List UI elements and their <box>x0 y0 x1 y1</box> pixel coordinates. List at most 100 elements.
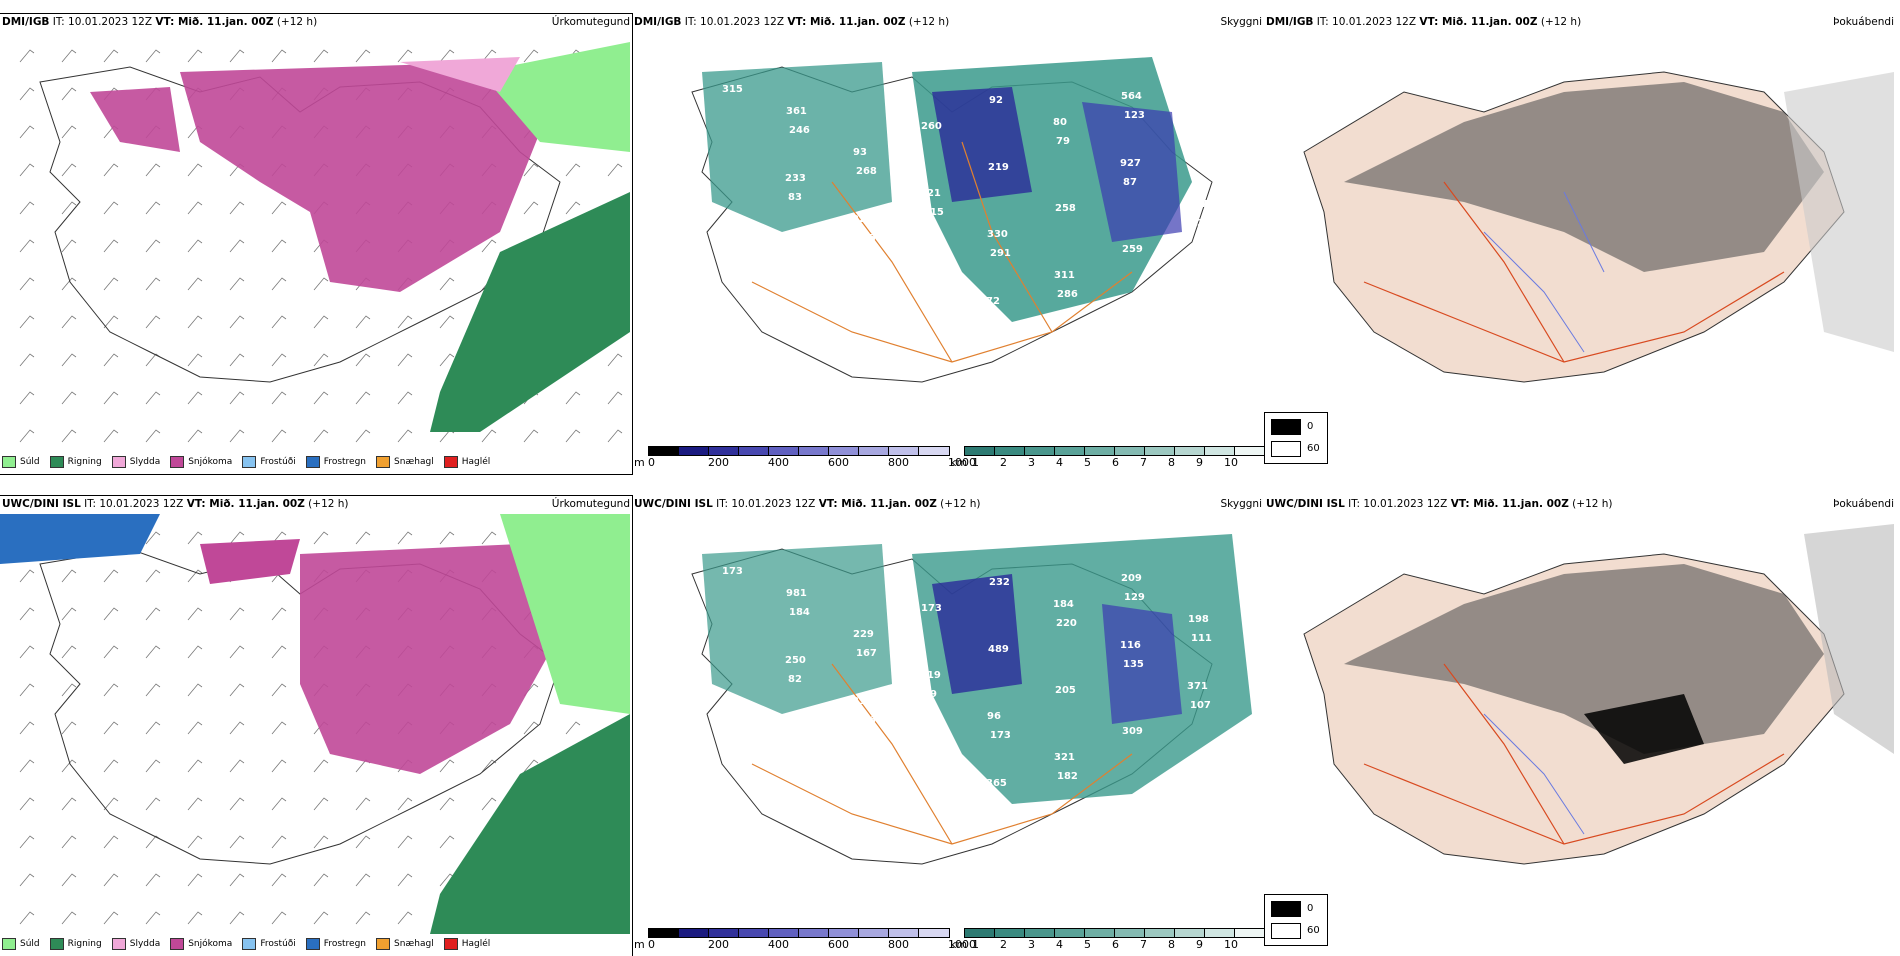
legend-label: Súld <box>20 457 40 467</box>
wind-barb <box>19 569 35 583</box>
visibility-value: 232 <box>989 577 1010 588</box>
wind-barb <box>313 797 329 811</box>
wind-barb <box>313 759 329 773</box>
colorbar-segment <box>1084 928 1116 938</box>
km-tick-label: 6 <box>1112 456 1119 469</box>
fog-low-label: 0 <box>1307 903 1314 914</box>
visibility-value: 361 <box>786 106 807 117</box>
legend-swatch <box>376 456 391 468</box>
wind-barb <box>481 531 497 545</box>
colorbar-segment <box>798 446 830 456</box>
fog-legend-row2: 0 60 <box>1264 894 1328 946</box>
wind-barb <box>19 163 35 177</box>
visibility-value: 268 <box>856 166 877 177</box>
visibility-value: 129 <box>1191 151 1212 162</box>
colorbar-segment <box>828 928 860 938</box>
fog-map <box>1303 71 1894 383</box>
wind-barb <box>19 391 35 405</box>
wind-barb <box>187 873 203 887</box>
wind-barb <box>145 429 161 443</box>
snow-area <box>90 87 180 152</box>
model-name: DMI/IGB <box>634 16 682 28</box>
rivers <box>1483 713 1585 835</box>
wind-barb <box>313 911 329 925</box>
wind-barb <box>397 49 413 63</box>
visibility-value: 330 <box>987 229 1008 240</box>
visibility-value: 239 <box>922 756 943 767</box>
wind-barb <box>355 835 371 849</box>
wind-barb <box>187 315 203 329</box>
wind-barb <box>103 277 119 291</box>
wind-barb <box>481 429 497 443</box>
visibility-value: 129 <box>1124 592 1145 603</box>
legend-item: Rigning <box>49 456 102 468</box>
wind-barb <box>19 607 35 621</box>
wind-barb <box>103 645 119 659</box>
km-tick-label: 2 <box>1000 938 1007 951</box>
wind-barb <box>271 683 287 697</box>
m-tick-label: 600 <box>828 456 849 469</box>
model-name: UWC/DINI ISL <box>2 498 81 510</box>
precip-legend-row2: Súld Rigning Slydda Snjókoma Frostúði Frostre… <box>2 938 490 950</box>
visibility-value: 107 <box>1190 700 1211 711</box>
wind-barb <box>229 239 245 253</box>
colorbar-segment <box>708 928 740 938</box>
visibility-value: 80 <box>1053 117 1067 128</box>
colorbar-segment <box>858 446 890 456</box>
wind-barb <box>271 607 287 621</box>
wind-barb <box>19 315 35 329</box>
legend-label: Snjókoma <box>188 939 233 949</box>
legend-swatch <box>242 456 257 468</box>
visibility-field <box>702 544 892 714</box>
legend-swatch <box>2 456 16 468</box>
colorbar-segment <box>858 928 890 938</box>
colorbar-segment <box>888 928 920 938</box>
visibility-value: 371 <box>1187 681 1208 692</box>
legend-swatch <box>443 456 458 468</box>
legend-swatch <box>170 456 185 468</box>
visibility-value: 927 <box>1120 158 1141 169</box>
wind-barb <box>355 531 371 545</box>
visibility-value: 315 <box>852 696 873 707</box>
fog-high-label: 60 <box>1307 443 1320 454</box>
wind-barb <box>19 353 35 367</box>
fog-dark-swatch <box>1271 419 1301 435</box>
colorbar-segment <box>768 446 800 456</box>
legend-item: Súld <box>2 456 40 468</box>
visibility-value: 108 <box>922 274 943 285</box>
visibility-value: 250 <box>785 655 806 666</box>
visibility-value: 219 <box>988 162 1009 173</box>
visibility-value: 123 <box>1190 218 1211 229</box>
wind-barb <box>19 429 35 443</box>
colorbar-segment <box>1174 928 1206 938</box>
visibility-value: 156 <box>855 715 876 726</box>
colorbar-segment <box>828 446 860 456</box>
wind-barb <box>523 163 539 177</box>
km-unit-label: km <box>950 456 968 469</box>
legend-label: Snjókoma <box>188 457 233 467</box>
wind-barb <box>145 873 161 887</box>
wind-barb <box>19 797 35 811</box>
visibility-value: 319 <box>920 670 941 681</box>
wind-barb <box>397 911 413 925</box>
snow-area <box>200 539 300 584</box>
visibility-value: 509 <box>784 722 805 733</box>
visibility-value: 259 <box>1122 244 1143 255</box>
visibility-value: 299 <box>1188 132 1209 143</box>
wind-barb <box>313 49 329 63</box>
wind-barb <box>61 49 77 63</box>
wind-barb <box>145 721 161 735</box>
km-tick-label: 8 <box>1168 456 1175 469</box>
roads <box>751 141 1133 363</box>
wind-barb <box>187 201 203 215</box>
wind-barb <box>61 239 77 253</box>
fog-index-field <box>1804 524 1894 754</box>
panel-header: DMI/IGB IT: 10.01.2023 12Z VT: Mið. 11.j… <box>1266 16 1581 28</box>
km-tick-label: 9 <box>1196 938 1203 951</box>
wind-barb <box>187 429 203 443</box>
wind-barb <box>19 835 35 849</box>
colorbar-segment <box>708 446 740 456</box>
legend-item: Snæhagl <box>376 938 434 950</box>
wind-barb <box>61 353 77 367</box>
fog-index-field <box>1344 564 1824 754</box>
